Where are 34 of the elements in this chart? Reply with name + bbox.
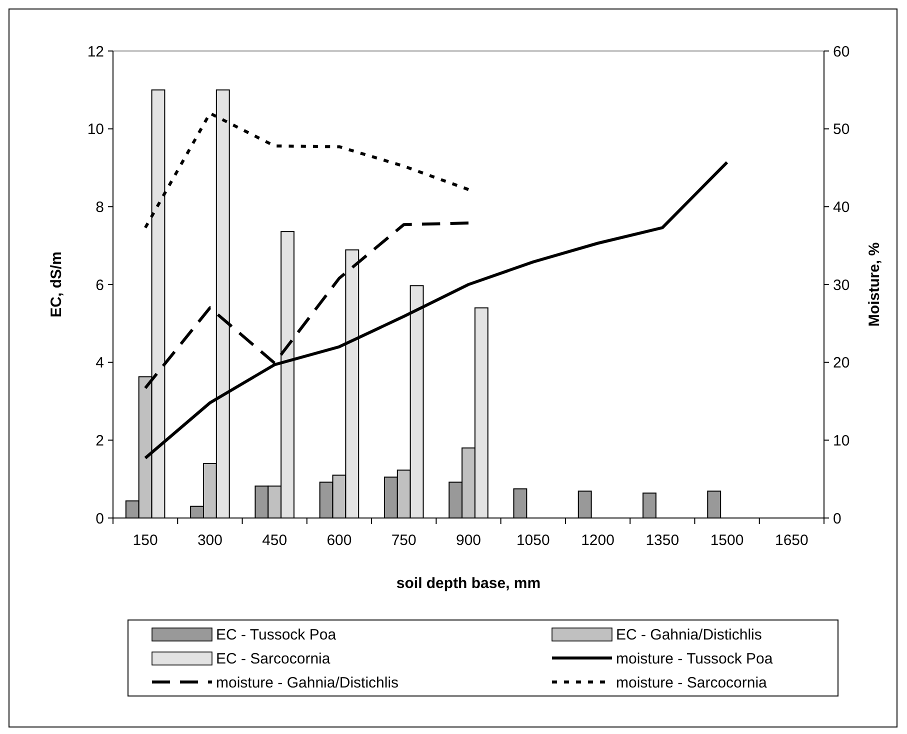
y-tick-label: 0 [96, 510, 104, 528]
legend-label: EC - Gahnia/Distichlis [616, 626, 762, 644]
legend-label: moisture - Gahnia/Distichlis [216, 674, 399, 692]
x-tick-label: 1500 [710, 532, 744, 549]
x-tick-label: 1650 [774, 532, 808, 549]
y2-tick-label: 10 [833, 432, 850, 450]
legend-label: EC - Tussock Poa [216, 626, 337, 644]
legend-label: moisture - Tussock Poa [616, 650, 774, 668]
legend-label: EC - Sarcocornia [216, 650, 331, 668]
y-tick-label: 4 [96, 354, 104, 372]
y-tick-label: 2 [96, 432, 104, 450]
y-tick-label: 8 [96, 198, 104, 216]
x-tick-label: 750 [391, 532, 416, 549]
x-tick-label: 1350 [646, 532, 680, 549]
x-tick-label: 300 [197, 532, 222, 549]
x-axis-title: soil depth base, mm [396, 575, 541, 592]
legend-label: moisture - Sarcocornia [616, 674, 768, 692]
x-tick-label: 150 [132, 532, 158, 549]
y2-tick-label: 0 [833, 510, 842, 528]
y2-tick-label: 40 [833, 198, 850, 216]
y2-tick-label: 20 [833, 354, 850, 372]
y-tick-label: 12 [87, 43, 104, 60]
x-tick-label: 600 [326, 532, 352, 549]
y2-tick-label: 30 [833, 276, 850, 294]
x-tick-label: 1200 [581, 532, 614, 549]
x-tick-label: 900 [456, 532, 482, 549]
x-tick-label: 450 [262, 532, 288, 549]
y-tick-label: 6 [96, 276, 104, 294]
y2-axis-title: Moisture, % [866, 242, 883, 327]
y2-tick-label: 60 [833, 43, 850, 60]
y-tick-label: 10 [87, 121, 104, 138]
x-tick-label: 1050 [516, 532, 550, 549]
y-axis-title: EC, dS/m [48, 252, 65, 318]
y2-tick-label: 50 [833, 121, 850, 138]
